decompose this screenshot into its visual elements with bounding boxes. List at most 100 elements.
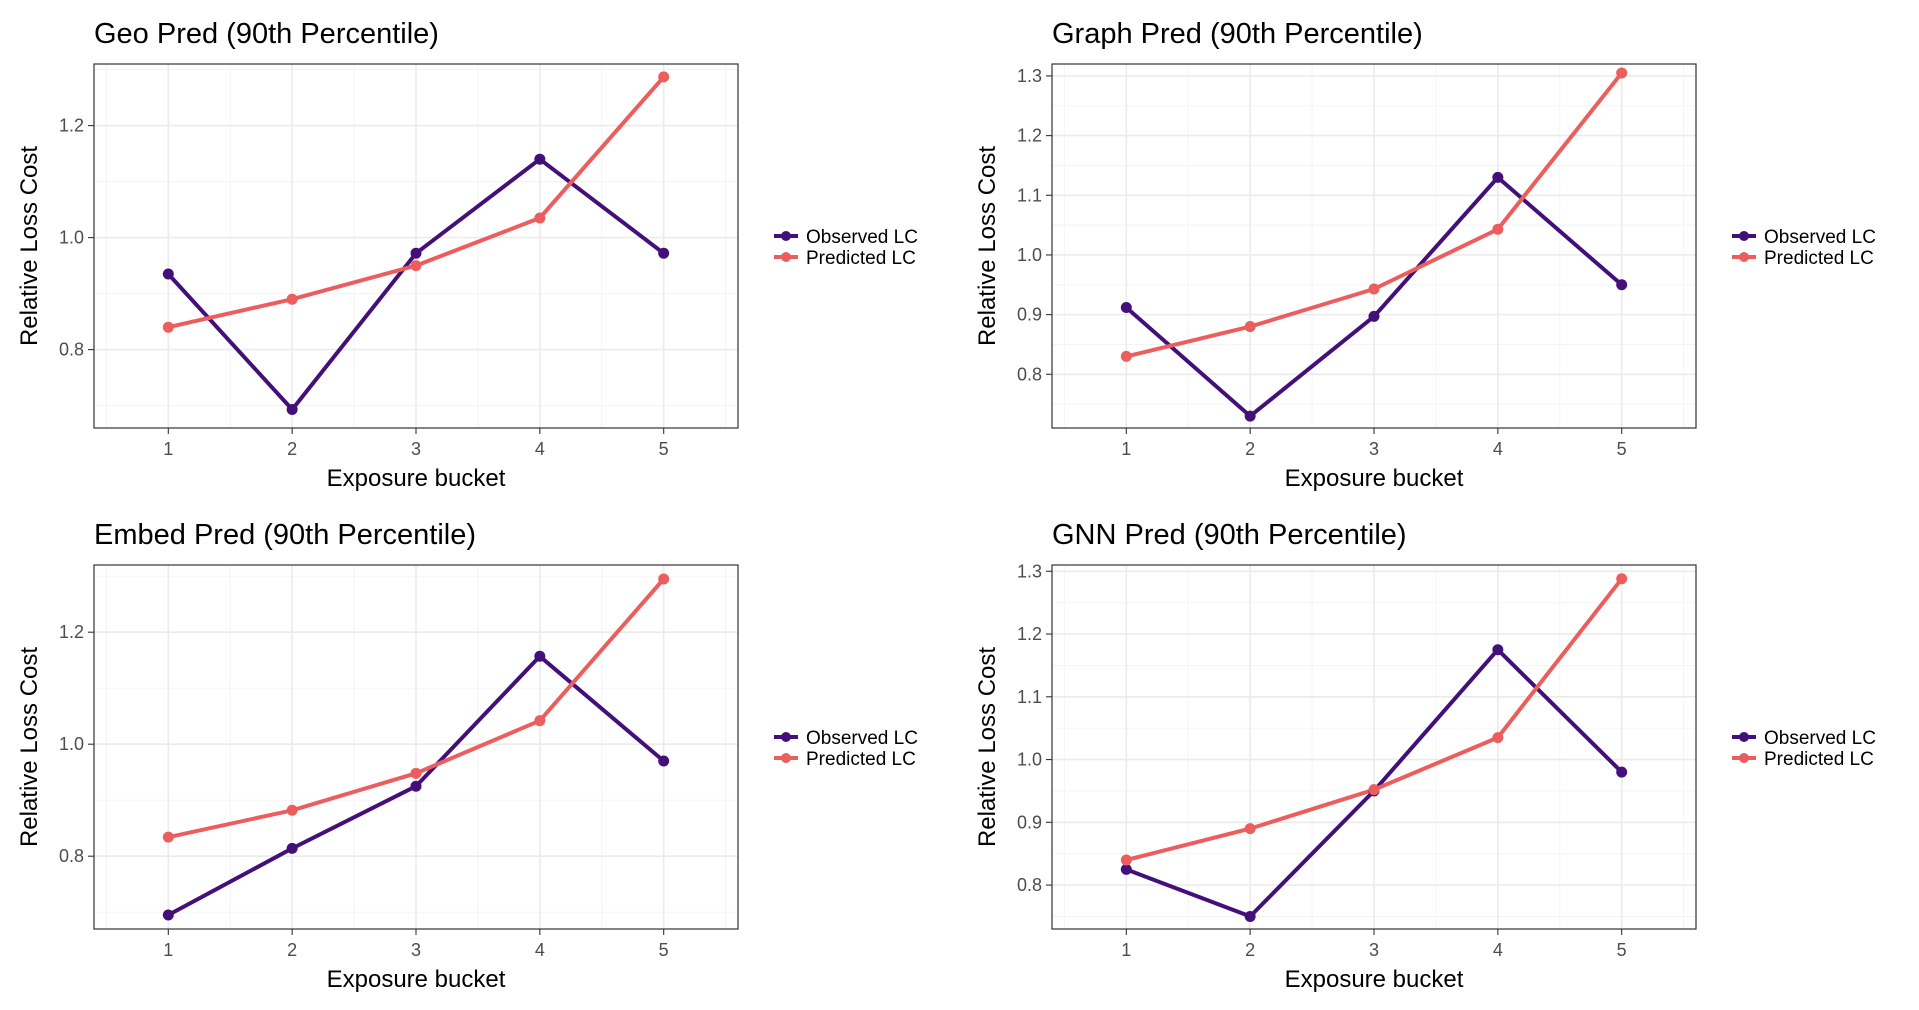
x-tick-label: 3: [411, 940, 421, 960]
data-point-observed: [1120, 301, 1132, 313]
data-point-predicted: [1492, 223, 1504, 235]
legend-label: Observed LC: [1764, 227, 1876, 248]
legend-key-point: [781, 753, 791, 763]
data-point-observed: [1492, 644, 1504, 656]
y-tick-label: 1.2: [1017, 126, 1042, 146]
data-point-predicted: [658, 71, 670, 83]
y-tick-label: 1.1: [1017, 185, 1042, 205]
y-axis-title: Relative Loss Cost: [16, 146, 43, 346]
y-tick-label: 1.2: [59, 622, 84, 642]
y-tick-label: 1.2: [1017, 624, 1042, 644]
data-point-predicted: [1244, 321, 1256, 333]
data-point-observed: [1368, 310, 1380, 322]
legend-key-point: [781, 252, 791, 262]
x-tick-label: 3: [411, 439, 421, 459]
data-point-observed: [286, 842, 298, 854]
data-point-predicted: [658, 573, 670, 585]
legend-key-point: [781, 231, 791, 241]
x-tick-label: 2: [1245, 439, 1255, 459]
legend-label: Predicted LC: [1764, 248, 1874, 269]
x-tick-label: 4: [535, 439, 545, 459]
legend-label: Observed LC: [806, 728, 918, 749]
data-point-predicted: [1492, 732, 1504, 744]
data-point-observed: [162, 909, 174, 921]
chart-panel-2: 0.8 0.9 1.0 1.1 1.2 1.3 1 2 3 4 5 Graph Pred (90th …: [974, 18, 1876, 492]
y-tick-label: 1.0: [1017, 245, 1042, 265]
y-tick-label: 1.3: [1017, 561, 1042, 581]
data-point-predicted: [286, 293, 298, 305]
chart-title: Embed Pred (90th Percentile): [94, 519, 476, 551]
legend-label: Predicted LC: [806, 248, 916, 269]
x-tick-label: 1: [1121, 940, 1131, 960]
x-tick-label: 3: [1369, 439, 1379, 459]
data-point-predicted: [286, 804, 298, 816]
x-tick-label: 5: [1617, 940, 1627, 960]
y-tick-label: 0.9: [1017, 812, 1042, 832]
x-tick-label: 5: [1617, 439, 1627, 459]
y-tick-label: 1.1: [1017, 687, 1042, 707]
y-tick-label: 1.0: [59, 734, 84, 754]
data-point-observed: [1120, 863, 1132, 875]
y-tick-label: 0.8: [1017, 875, 1042, 895]
x-axis-title: Exposure bucket: [327, 465, 506, 492]
y-tick-label: 1.0: [59, 228, 84, 248]
y-tick-label: 1.2: [59, 116, 84, 136]
data-point-observed: [410, 247, 422, 259]
data-point-predicted: [534, 715, 546, 727]
data-point-predicted: [1120, 350, 1132, 362]
y-axis-title: Relative Loss Cost: [16, 647, 43, 847]
chart-title: GNN Pred (90th Percentile): [1052, 519, 1407, 551]
x-tick-label: 4: [535, 940, 545, 960]
data-point-predicted: [1244, 823, 1256, 835]
legend-key-point: [1739, 231, 1749, 241]
x-tick-label: 2: [1245, 940, 1255, 960]
data-point-predicted: [534, 212, 546, 224]
x-tick-label: 2: [287, 439, 297, 459]
y-tick-label: 0.8: [1017, 364, 1042, 384]
x-tick-label: 5: [659, 940, 669, 960]
chart-panel-4: 0.8 0.9 1.0 1.1 1.2 1.3 1 2 3 4 5 GNN Pred (90th Pe…: [974, 519, 1876, 993]
data-point-observed: [1244, 410, 1256, 422]
legend-label: Predicted LC: [1764, 749, 1874, 770]
y-tick-label: 0.9: [1017, 305, 1042, 325]
x-tick-label: 3: [1369, 940, 1379, 960]
y-tick-label: 0.8: [59, 340, 84, 360]
legend-label: Predicted LC: [806, 749, 916, 770]
chart-title: Geo Pred (90th Percentile): [94, 18, 439, 50]
x-tick-label: 4: [1493, 439, 1503, 459]
chart-panel-3: 0.8 1.0 1.2 1 2 3 4 5 Embed Pred (90th Percentil…: [16, 519, 918, 993]
data-point-observed: [286, 404, 298, 416]
x-tick-label: 2: [287, 940, 297, 960]
legend-key-point: [1739, 252, 1749, 262]
data-point-predicted: [162, 321, 174, 333]
x-tick-label: 1: [163, 940, 173, 960]
y-tick-label: 1.0: [1017, 750, 1042, 770]
chart-title: Graph Pred (90th Percentile): [1052, 18, 1423, 50]
data-point-observed: [1244, 910, 1256, 922]
legend-key-point: [781, 732, 791, 742]
x-axis-title: Exposure bucket: [327, 966, 506, 993]
data-point-observed: [534, 650, 546, 662]
y-tick-label: 0.8: [59, 846, 84, 866]
data-point-predicted: [1368, 784, 1380, 796]
data-point-observed: [410, 780, 422, 792]
y-axis-title: Relative Loss Cost: [974, 146, 1001, 346]
data-point-predicted: [1120, 854, 1132, 866]
data-point-predicted: [410, 260, 422, 272]
data-point-predicted: [410, 767, 422, 779]
x-tick-label: 1: [163, 439, 173, 459]
x-tick-label: 4: [1493, 940, 1503, 960]
data-point-observed: [162, 268, 174, 280]
legend-label: Observed LC: [1764, 728, 1876, 749]
x-axis-title: Exposure bucket: [1285, 465, 1464, 492]
data-point-observed: [1616, 766, 1628, 778]
data-point-observed: [534, 153, 546, 165]
data-point-predicted: [1368, 283, 1380, 295]
data-point-observed: [658, 247, 670, 259]
x-tick-label: 1: [1121, 439, 1131, 459]
data-point-observed: [658, 755, 670, 767]
x-tick-label: 5: [659, 439, 669, 459]
data-point-predicted: [1616, 67, 1628, 79]
data-point-observed: [1616, 279, 1628, 291]
